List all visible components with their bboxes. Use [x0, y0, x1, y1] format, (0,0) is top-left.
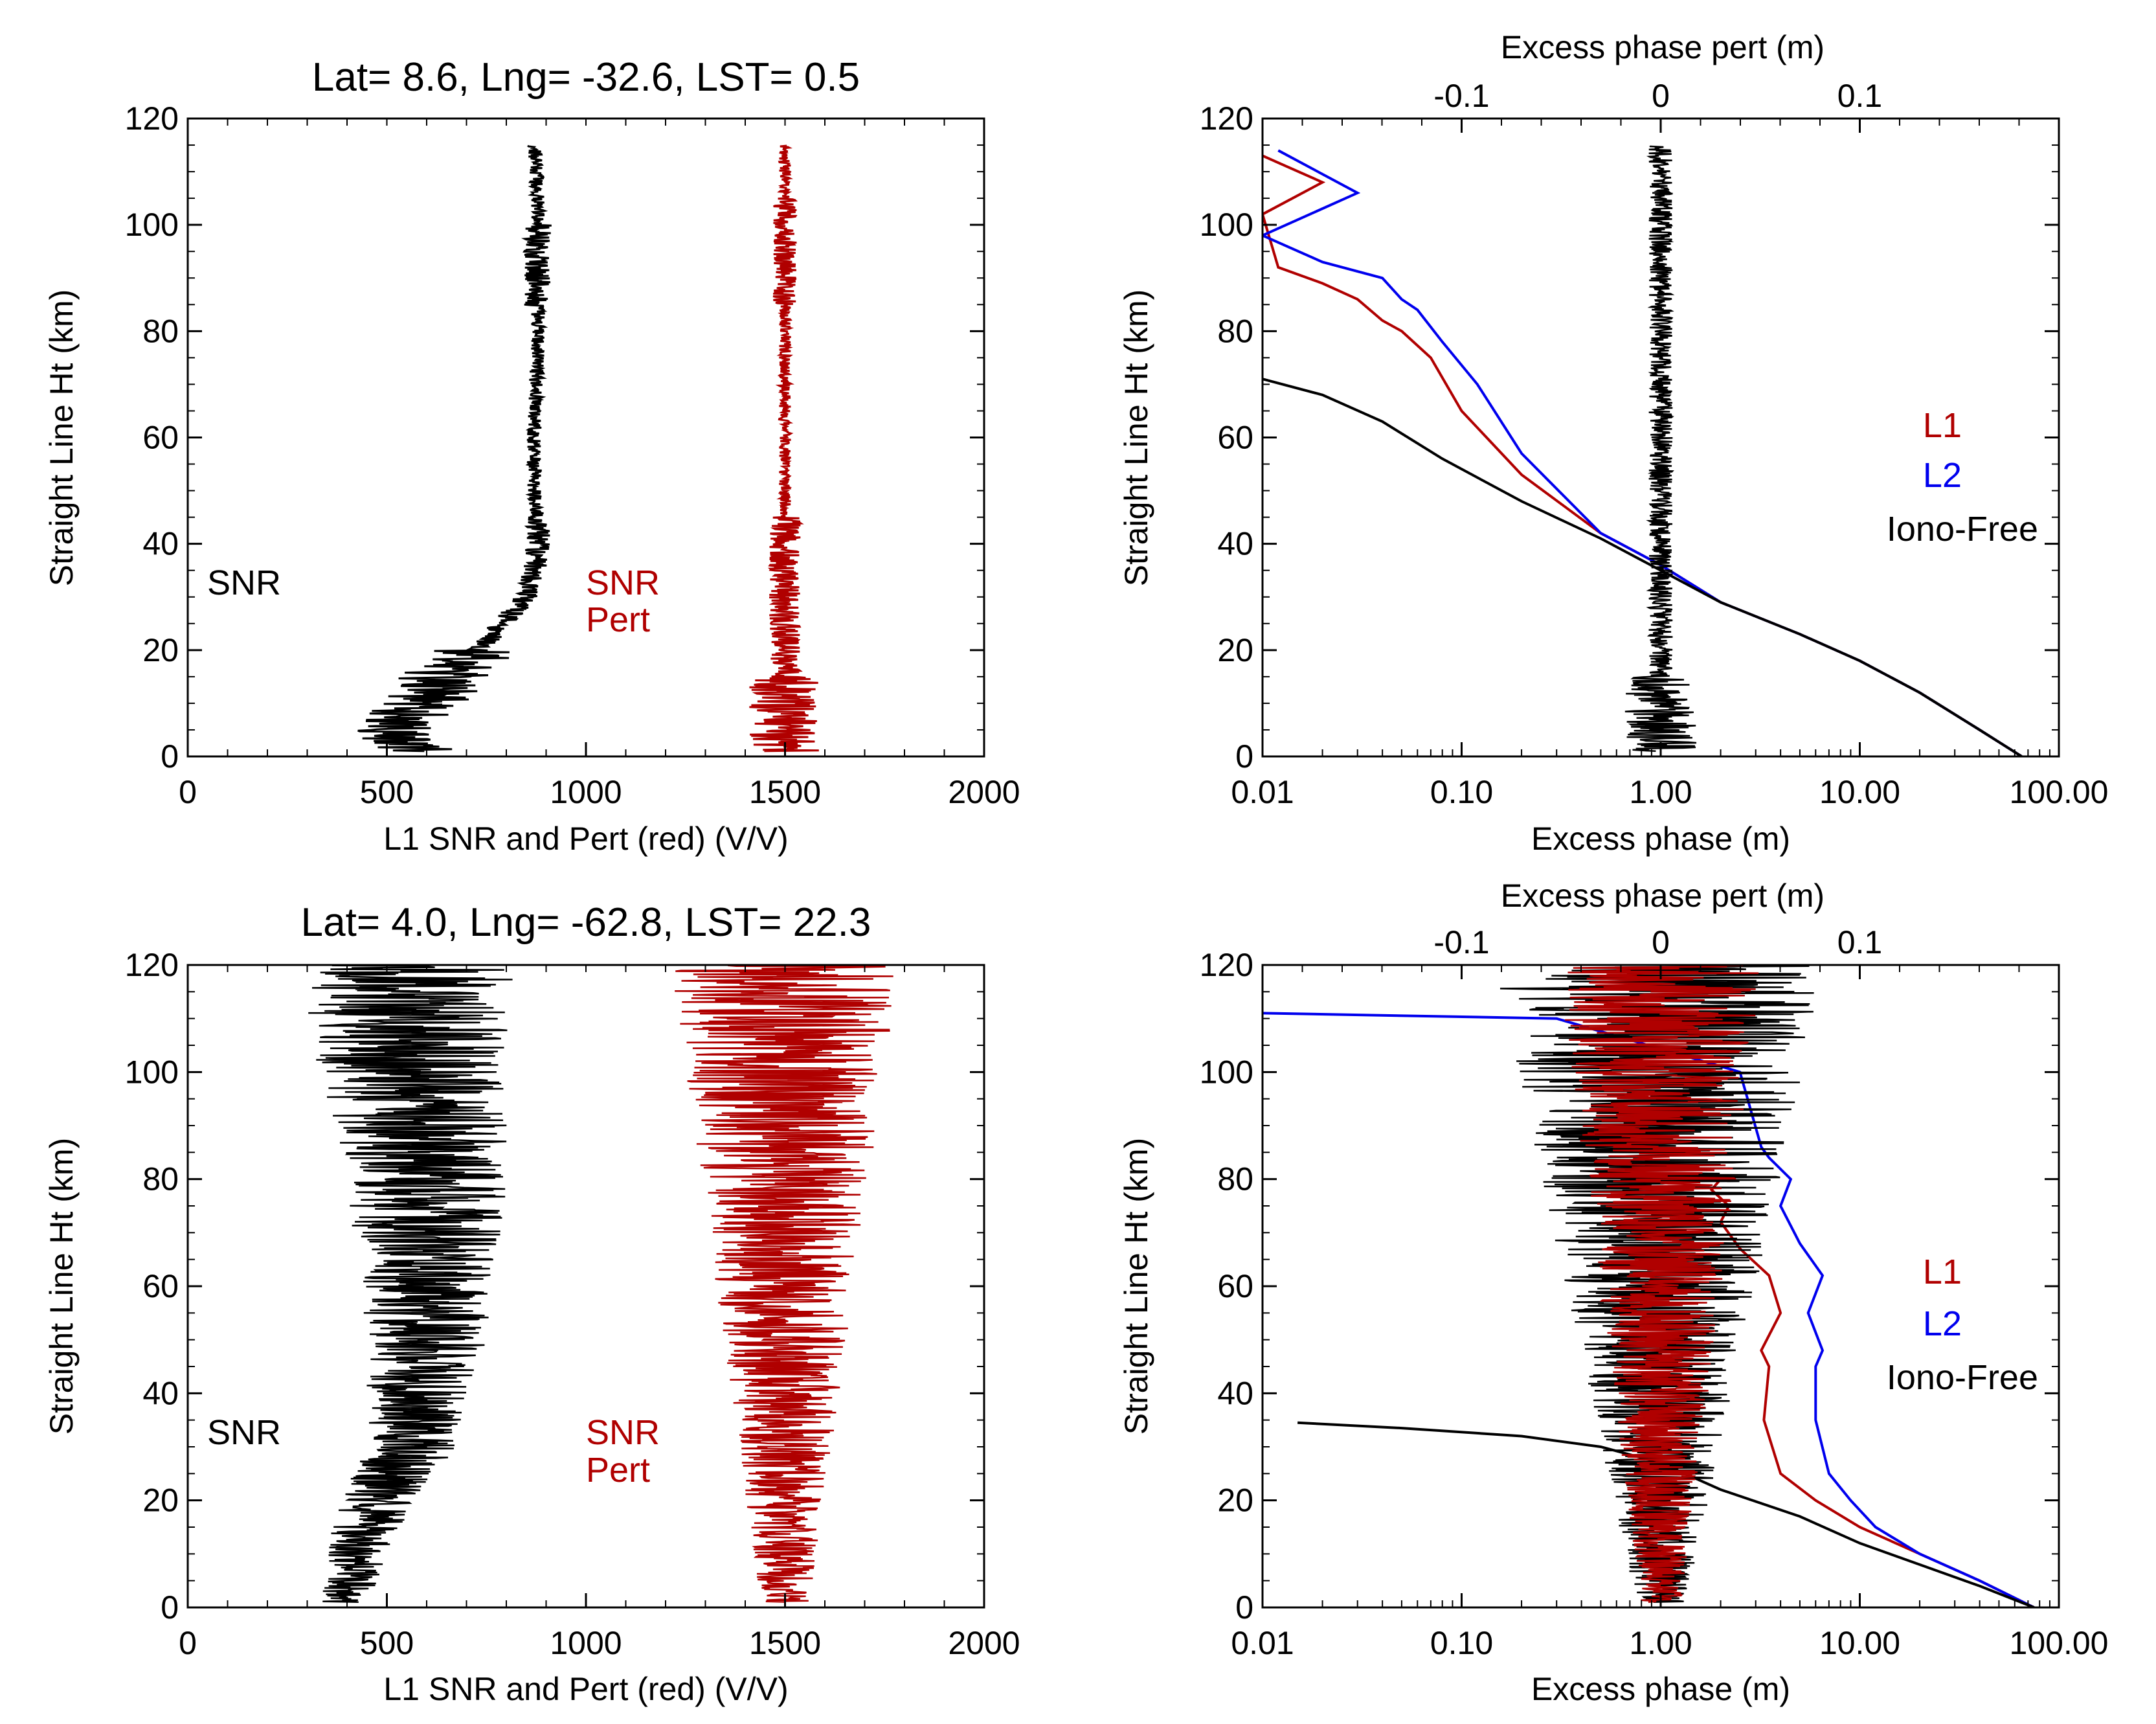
tr-ytick-label: 0 [1235, 738, 1253, 775]
tl-ytick-label: 0 [161, 738, 179, 775]
tr-legend-l2: L2 [1923, 456, 1962, 495]
tr-x2label: Excess phase pert (m) [1501, 29, 1825, 65]
tr-xlabel: Excess phase (m) [1531, 821, 1790, 857]
tr-x2tick-label: 0 [1652, 78, 1670, 114]
br-x2tick-label: -0.1 [1433, 924, 1489, 960]
br-l1-pert-line [1565, 965, 1759, 1603]
tr-l1-line [1263, 154, 2023, 756]
tl-annotation-pert-2: Pert [586, 600, 650, 639]
tl-snr-profile [357, 144, 552, 753]
tl-ytick-label: 120 [125, 100, 179, 137]
tr-ylabel: Straight Line Ht (km) [1118, 289, 1154, 586]
br-xtick-label: 1.00 [1629, 1625, 1692, 1661]
tr-x2tick-label: 0.1 [1837, 78, 1883, 114]
bl-title: Lat= 4.0, Lng= -62.8, LST= 22.3 [301, 900, 871, 945]
br-xlabel: Excess phase (m) [1531, 1671, 1790, 1707]
tr-xtick-label: 100.00 [2010, 774, 2109, 810]
tr-ytick-label: 80 [1217, 313, 1253, 349]
tr-ytick-label: 60 [1217, 420, 1253, 456]
tr-x2tick-label: -0.1 [1433, 78, 1489, 114]
tr-iono-free-pert-line [1624, 145, 1697, 753]
panel-bottom-right: Excess phase pert (m) 0.01 0.10 1.00 10.00 1… [1118, 878, 2108, 1707]
br-ytick-label: 40 [1217, 1375, 1253, 1411]
bl-ytick-label: 120 [125, 947, 179, 983]
tr-legend-iono-free: Iono-Free [1887, 510, 2038, 549]
tl-xtick-label: 0 [179, 774, 197, 810]
br-x2label: Excess phase pert (m) [1501, 878, 1825, 914]
bl-annotation-pert-2: Pert [586, 1451, 650, 1490]
bl-ytick-label: 20 [142, 1482, 179, 1519]
panel-bottom-left: Lat= 4.0, Lng= -62.8, LST= 22.3 0 500 1000… [43, 900, 1020, 1707]
bl-ytick-label: 60 [142, 1268, 179, 1304]
bl-xtick-label: 500 [360, 1625, 414, 1661]
bl-ytick-label: 0 [161, 1589, 179, 1626]
bl-plot-frame [186, 964, 985, 1609]
panel-top-right: Excess phase pert (m) 0.01 0.10 1.00 10.00 1… [1118, 29, 2108, 857]
bl-xtick-label: 1000 [550, 1625, 622, 1661]
tr-xtick-label: 0.10 [1430, 774, 1493, 810]
br-xtick-label: 0.01 [1231, 1625, 1294, 1661]
tl-series-group [357, 144, 819, 753]
tr-legend-l1: L1 [1923, 406, 1962, 445]
br-x2tick-label: 0.1 [1837, 924, 1883, 960]
panel-top-left: Lat= 8.6, Lng= -32.6, LST= 0.5 0 500 1000 1… [43, 55, 1020, 857]
tl-xtick-label: 1500 [749, 774, 821, 810]
br-ytick-label: 20 [1217, 1482, 1253, 1519]
bl-annotation-pert-1: SNR [586, 1413, 660, 1452]
br-xtick-label: 10.00 [1819, 1625, 1900, 1661]
tl-xlabel: L1 SNR and Pert (red) (V/V) [383, 821, 788, 857]
bl-ylabel: Straight Line Ht (km) [43, 1138, 80, 1435]
tl-ytick-label: 60 [142, 420, 179, 456]
bl-xtick-label: 2000 [948, 1625, 1020, 1661]
bl-pert-profile [675, 965, 893, 1603]
br-legend-iono-free: Iono-Free [1887, 1358, 2038, 1397]
br-ytick-label: 100 [1200, 1054, 1253, 1090]
tl-annotation-pert-1: SNR [586, 563, 660, 602]
br-series-group [1263, 965, 2035, 1607]
bl-ytick-label: 100 [125, 1054, 179, 1090]
br-xtick-label: 100.00 [2010, 1625, 2109, 1661]
br-x2tick-label: 0 [1652, 924, 1670, 960]
tl-ytick-label: 100 [125, 207, 179, 243]
tl-annotation-snr: SNR [207, 563, 281, 602]
tr-iono-free-line [1263, 378, 2023, 756]
tl-pert-profile [749, 144, 819, 753]
br-ytick-label: 0 [1235, 1589, 1253, 1626]
tl-xtick-label: 2000 [948, 774, 1020, 810]
tl-ytick-label: 20 [142, 632, 179, 668]
tl-title: Lat= 8.6, Lng= -32.6, LST= 0.5 [312, 55, 860, 100]
tr-xtick-label: 1.00 [1629, 774, 1692, 810]
tr-xtick-label: 10.00 [1819, 774, 1900, 810]
br-legend-l2: L2 [1923, 1304, 1962, 1343]
br-legend-l1: L1 [1923, 1253, 1962, 1291]
tl-plot-frame [186, 117, 985, 758]
tl-xtick-label: 500 [360, 774, 414, 810]
tr-xtick-label: 0.01 [1231, 774, 1294, 810]
tl-ytick-label: 80 [142, 313, 179, 349]
tl-ytick-label: 40 [142, 526, 179, 562]
tr-ytick-label: 120 [1200, 100, 1253, 137]
bl-snr-profile [308, 965, 513, 1603]
br-xtick-label: 0.10 [1430, 1625, 1493, 1661]
bl-annotation-snr: SNR [207, 1413, 281, 1452]
tr-ytick-label: 40 [1217, 526, 1253, 562]
bl-ytick-label: 40 [142, 1375, 179, 1411]
bl-xtick-label: 1500 [749, 1625, 821, 1661]
br-ytick-label: 80 [1217, 1161, 1253, 1197]
tr-series-group [1263, 145, 2023, 756]
tr-ytick-label: 20 [1217, 632, 1253, 668]
tr-l2-line [1263, 149, 2023, 756]
bl-ytick-label: 80 [142, 1161, 179, 1197]
tr-ytick-label: 100 [1200, 207, 1253, 243]
tl-ylabel: Straight Line Ht (km) [43, 289, 80, 586]
bl-series-group [308, 965, 893, 1603]
bl-xtick-label: 0 [179, 1625, 197, 1661]
br-ylabel: Straight Line Ht (km) [1118, 1138, 1154, 1435]
bl-xlabel: L1 SNR and Pert (red) (V/V) [383, 1671, 788, 1707]
br-ytick-label: 60 [1217, 1268, 1253, 1304]
br-ytick-label: 120 [1200, 947, 1253, 983]
tl-xtick-label: 1000 [550, 774, 622, 810]
